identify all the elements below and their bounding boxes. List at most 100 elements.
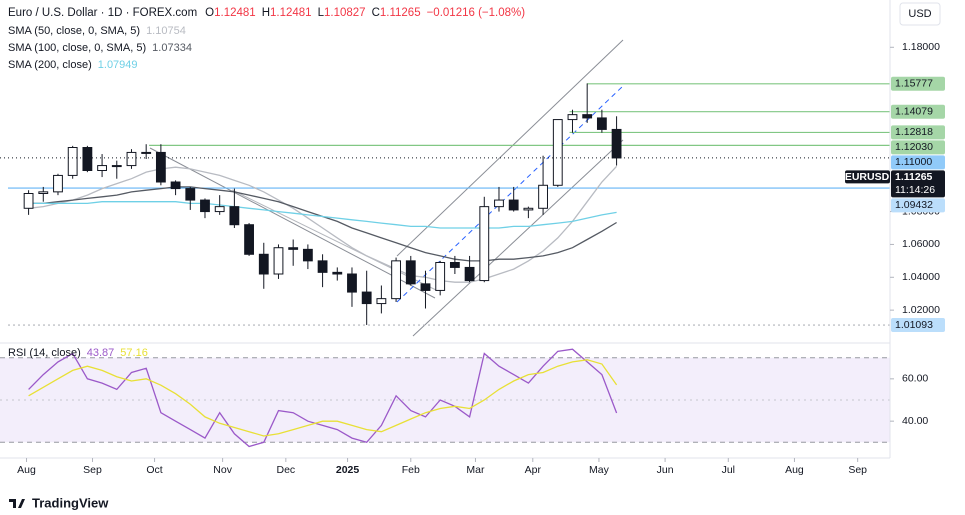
symbol-badge-label: EURUSD bbox=[845, 171, 890, 183]
candle-body bbox=[200, 199, 210, 213]
x-tick-label: 2025 bbox=[336, 464, 360, 476]
ohlc-key: H bbox=[262, 7, 270, 19]
level-badge-label: 1.15777 bbox=[895, 78, 933, 90]
candle-body bbox=[523, 207, 534, 211]
candle-body bbox=[317, 260, 328, 273]
x-tick-label: Dec bbox=[276, 464, 295, 476]
level-badge-label: 1.01093 bbox=[895, 319, 933, 331]
ohlc-key: O bbox=[205, 7, 214, 19]
x-tick-label: Jul bbox=[722, 464, 735, 476]
candle-body bbox=[141, 151, 152, 154]
candle-body bbox=[67, 147, 78, 176]
rsi-pane bbox=[0, 348, 890, 448]
trend-line bbox=[149, 147, 436, 299]
channel-mid bbox=[396, 85, 624, 303]
logo-mark bbox=[9, 499, 25, 508]
chart-header: Euro / U.S. Dollar · 1D · FOREX.com O1.12… bbox=[8, 7, 525, 19]
x-tick-label: Aug bbox=[17, 464, 36, 476]
candle-body bbox=[82, 147, 93, 171]
level-badge-label: 1.12030 bbox=[895, 141, 933, 153]
x-tick-label: Apr bbox=[525, 464, 542, 476]
candle-body bbox=[538, 184, 548, 209]
candle-body bbox=[552, 119, 563, 186]
candle-body bbox=[214, 206, 225, 213]
y-tick-label: 40.00 bbox=[902, 415, 928, 427]
currency[interactable]: USD bbox=[908, 8, 931, 20]
x-tick-label: Sep bbox=[848, 464, 867, 476]
candle-body bbox=[405, 260, 416, 285]
level-badge bbox=[891, 155, 945, 170]
indicator-legend: RSI (14, close) 43.87 57.16 bbox=[8, 347, 148, 359]
trend-line bbox=[231, 189, 437, 291]
indicator-line bbox=[28, 359, 618, 437]
candle-body bbox=[567, 114, 578, 121]
level-badge bbox=[891, 125, 945, 140]
candle-body bbox=[302, 248, 313, 262]
symbol-badge bbox=[845, 170, 890, 184]
logo: TradingView bbox=[9, 495, 109, 510]
candle-body bbox=[347, 273, 357, 293]
candle-body bbox=[479, 206, 490, 282]
change: −0.01216 (−1.08%) bbox=[427, 7, 526, 19]
x-tick-label: Mar bbox=[466, 464, 485, 476]
candle-body bbox=[376, 298, 387, 305]
x-tick-label: Aug bbox=[785, 464, 804, 476]
currency-button[interactable] bbox=[899, 2, 941, 26]
level-badge bbox=[891, 76, 945, 91]
candle-body bbox=[97, 165, 107, 171]
indicator-line bbox=[28, 201, 617, 229]
candle-body bbox=[508, 199, 519, 211]
ohlc-key: C bbox=[372, 7, 380, 19]
indicator-value: 43.87 bbox=[87, 347, 115, 359]
candle-body bbox=[273, 247, 284, 275]
candle-body bbox=[420, 283, 431, 291]
ohlc-value: 1.10827 bbox=[324, 7, 366, 19]
ohlc-value: 1.12481 bbox=[214, 7, 256, 19]
ohlc-value: 1.11265 bbox=[380, 7, 421, 19]
ohlc-value: 1.12481 bbox=[270, 7, 312, 19]
candle-body bbox=[582, 114, 593, 119]
indicator-name: SMA (50, close, 0, SMA, 5) bbox=[8, 25, 140, 37]
candle-body bbox=[494, 199, 504, 208]
candle-body bbox=[229, 206, 240, 226]
candle-body bbox=[361, 291, 372, 305]
channel-upper bbox=[396, 39, 624, 257]
chart-title: Euro / U.S. Dollar · 1D · FOREX.com bbox=[8, 7, 197, 19]
level-badge bbox=[891, 104, 945, 119]
x-tick-label: Feb bbox=[402, 464, 420, 476]
level-badge bbox=[891, 140, 945, 155]
candle-body bbox=[258, 253, 269, 275]
y-tick-label: 60.00 bbox=[902, 373, 928, 385]
indicator-value: 57.16 bbox=[120, 347, 148, 359]
indicator-name: SMA (100, close, 0, SMA, 5) bbox=[8, 42, 146, 54]
indicator-legend: SMA (100, close, 0, SMA, 5) 1.07334 bbox=[8, 42, 192, 54]
drawings bbox=[149, 39, 624, 337]
x-tick-label: Oct bbox=[146, 464, 162, 476]
channel-lower bbox=[412, 139, 624, 337]
x-tick-label: Jun bbox=[657, 464, 674, 476]
candle-body bbox=[391, 260, 401, 300]
logo-text: TradingView bbox=[32, 495, 109, 510]
overlay: 1.180001.080001.060001.040001.02000AugSe… bbox=[8, 7, 945, 476]
indicator-name: RSI (14, close) bbox=[8, 347, 81, 359]
price-pane bbox=[0, 83, 890, 326]
candle-body bbox=[170, 181, 181, 190]
indicator-line bbox=[28, 348, 618, 448]
indicator-value: 1.10754 bbox=[146, 25, 186, 37]
candle-body bbox=[111, 165, 122, 168]
indicator-name: SMA (200, close) bbox=[8, 59, 92, 71]
y-tick-label: 1.18000 bbox=[902, 41, 940, 53]
level-badge-label: 1.09432 bbox=[895, 199, 933, 211]
candle-body bbox=[332, 271, 343, 275]
candle-body bbox=[155, 151, 166, 183]
last-price-badge bbox=[891, 170, 945, 198]
ohlc-key: L bbox=[318, 7, 325, 19]
candle-body bbox=[288, 247, 299, 250]
candle-body bbox=[185, 188, 196, 201]
indicator-value: 1.07949 bbox=[98, 59, 138, 71]
level-badge-label: 1.11000 bbox=[895, 156, 932, 168]
candle-body bbox=[244, 224, 254, 255]
indicator-value: 1.07334 bbox=[152, 42, 192, 54]
candle-body bbox=[53, 174, 63, 193]
